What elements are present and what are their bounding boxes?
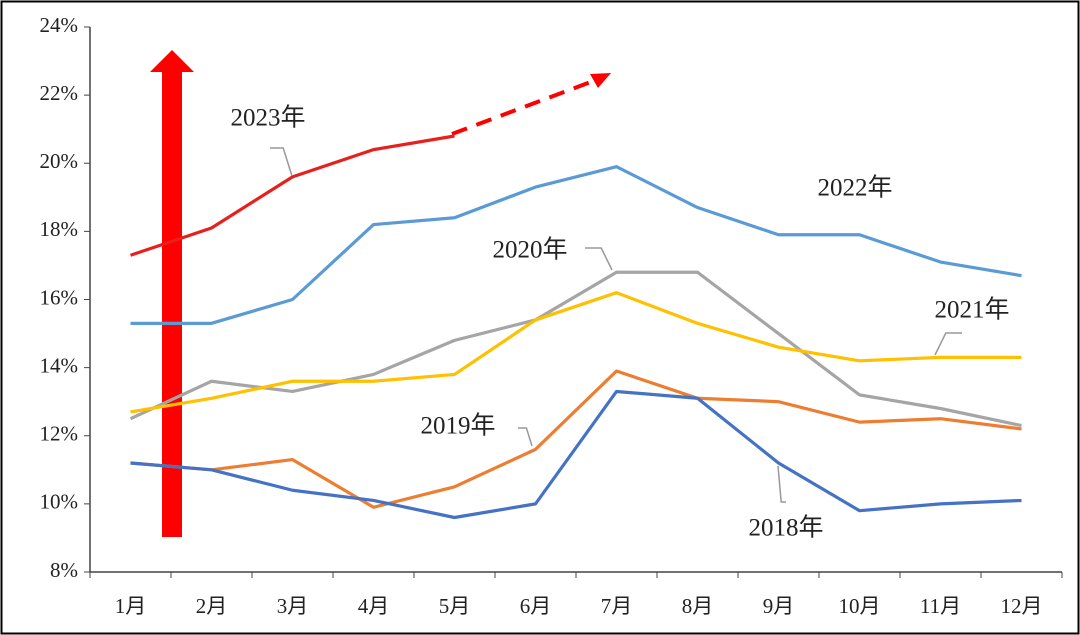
trend-arrow [451, 78, 597, 136]
x-tick-label: 5月 [439, 594, 471, 618]
line-series [130, 291, 1022, 414]
x-tick-label: 2月 [196, 594, 228, 618]
x-tick-label: 3月 [277, 594, 309, 618]
y-tick-label: 24% [40, 13, 79, 37]
x-tick-label: 1月 [115, 594, 147, 618]
x-tick-label: 4月 [358, 594, 390, 618]
x-tick-label: 8月 [682, 594, 714, 618]
y-tick-label: 16% [40, 285, 79, 309]
leader-line [270, 147, 293, 177]
series-label: 2020年 [492, 236, 567, 264]
y-tick-label: 8% [50, 558, 78, 582]
leader-line [934, 332, 962, 356]
y-tick-label: 14% [40, 353, 79, 377]
y-tick-label: 10% [40, 490, 79, 514]
y-tick-label: 18% [40, 217, 79, 241]
series-label: 2022年 [817, 174, 892, 202]
line-series [130, 389, 1022, 520]
series-label: 2021年 [934, 296, 1009, 324]
x-tick-label: 7月 [601, 594, 633, 618]
line-series [130, 369, 1022, 509]
up-arrow [150, 50, 194, 537]
line-series [129, 134, 455, 257]
y-tick-label: 12% [40, 422, 79, 446]
line-series [130, 165, 1022, 325]
x-tick-label: 6月 [520, 594, 552, 618]
series-label: 2019年 [420, 412, 495, 440]
trend-arrow-head [590, 73, 611, 88]
leader-line [777, 465, 786, 503]
x-tick-label: 12月 [1001, 594, 1043, 618]
x-tick-label: 9月 [763, 594, 795, 618]
leader-line [518, 427, 533, 447]
y-tick-label: 20% [40, 149, 79, 173]
line-series [129, 270, 1022, 428]
x-tick-label: 11月 [920, 594, 961, 618]
leader-line [585, 247, 613, 271]
x-tick-label: 10月 [839, 594, 881, 618]
series-label: 2023年 [230, 104, 305, 132]
y-tick-label: 22% [40, 81, 79, 105]
series-label: 2018年 [748, 514, 823, 542]
